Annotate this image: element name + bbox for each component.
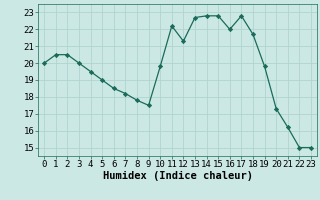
X-axis label: Humidex (Indice chaleur): Humidex (Indice chaleur)	[103, 171, 252, 181]
